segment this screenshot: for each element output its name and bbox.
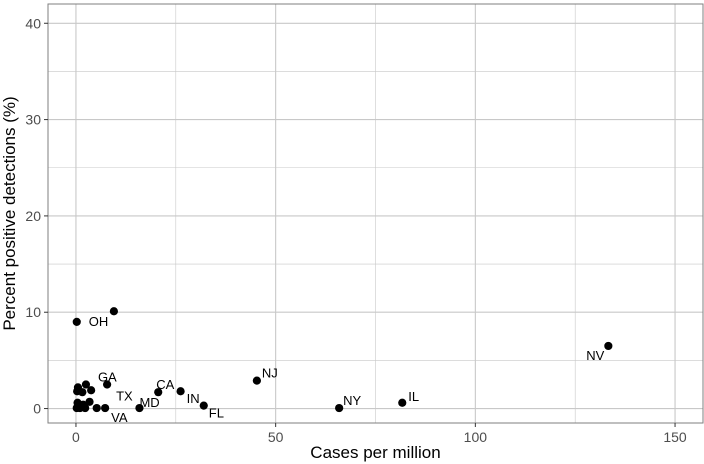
- x-axis-title: Cases per million: [310, 443, 440, 462]
- point-label-fl: FL: [209, 406, 224, 421]
- point-label-ca: CA: [156, 377, 174, 392]
- y-axis-title: Percent positive detections (%): [0, 96, 19, 330]
- data-point: [109, 307, 118, 316]
- y-tick-label: 10: [25, 304, 41, 320]
- grid-lines: [48, 4, 703, 423]
- data-point: [87, 386, 96, 395]
- x-tick-label: 100: [464, 429, 488, 445]
- y-tick-label: 30: [25, 112, 41, 128]
- point-labels: OH GA TX VA MD CA IN FL NJ NY IL NV: [89, 314, 605, 425]
- data-point: [78, 388, 87, 397]
- data-point: [101, 403, 110, 413]
- point-label-il: IL: [408, 389, 419, 404]
- point-label-tx: TX: [116, 388, 133, 403]
- data-point: [604, 341, 613, 351]
- point-label-md: MD: [139, 395, 159, 410]
- y-tick-label: 20: [25, 208, 41, 224]
- data-point: [398, 398, 407, 407]
- data-point: [335, 403, 344, 413]
- axis-ticks: [44, 22, 676, 427]
- x-tick-label: 0: [72, 429, 80, 445]
- point-label-ny: NY: [343, 393, 361, 408]
- point-label-nj: NJ: [262, 366, 278, 381]
- data-point: [92, 403, 101, 413]
- tick-labels: 0 50 100 150 0 10 20 30 40: [25, 15, 687, 445]
- y-tick-label: 40: [25, 15, 41, 31]
- data-point: [103, 380, 112, 389]
- data-point: [252, 376, 261, 385]
- data-point: [85, 397, 94, 406]
- x-tick-label: 150: [663, 429, 687, 445]
- data-point: [81, 380, 91, 389]
- plot-frame: [47, 3, 704, 424]
- point-label-nv: NV: [586, 348, 604, 363]
- data-point: [72, 317, 81, 326]
- point-label-in: IN: [187, 391, 200, 406]
- data-point: [154, 388, 163, 397]
- data-point: [81, 403, 90, 413]
- y-tick-label: 0: [33, 401, 41, 417]
- data-point: [135, 403, 144, 413]
- point-label-va: VA: [111, 410, 128, 425]
- data-points: [72, 307, 613, 413]
- point-label-ga: GA: [98, 369, 117, 384]
- data-point: [176, 387, 185, 396]
- point-label-oh: OH: [89, 314, 109, 329]
- data-point: [199, 401, 208, 410]
- x-tick-label: 50: [268, 429, 284, 445]
